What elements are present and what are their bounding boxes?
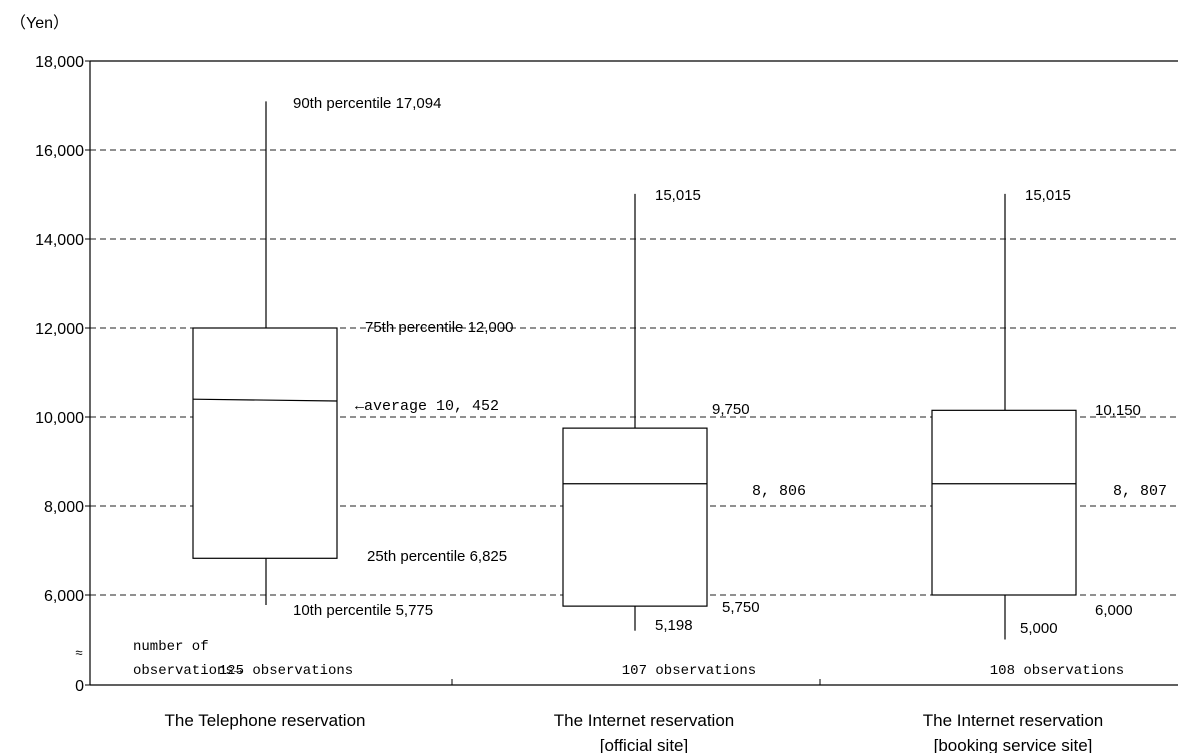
mean-label: 8, 806 xyxy=(752,483,806,500)
axes: ≈ xyxy=(75,60,1178,686)
box-1: 90th percentile 17,094 75th percentile 12… xyxy=(192,95,513,619)
p25-label: 5,750 xyxy=(722,599,760,616)
box-rect xyxy=(192,327,338,559)
observations-prefix-line1: number of xyxy=(133,639,209,655)
y-tick-label: 6,000 xyxy=(44,588,84,605)
y-tick-labels: 0 6,000 8,000 10,000 12,000 14,000 16,000 18,00… xyxy=(35,54,84,695)
p90-label: 15,015 xyxy=(1025,187,1071,204)
y-axis-unit-label: （Yen） xyxy=(10,14,69,32)
y-tick-label: 12,000 xyxy=(35,321,84,338)
p75-label: 9,750 xyxy=(712,401,750,418)
p10-label: 5,198 xyxy=(655,617,693,634)
y-tick-label: 16,000 xyxy=(35,143,84,160)
y-tick-label: 10,000 xyxy=(35,410,84,427)
observation-counts: 125 observations 107 observations 108 obse… xyxy=(133,639,1124,679)
mean-label: ←average 10, 452 xyxy=(355,398,499,415)
observation-count: 107 observations xyxy=(622,663,756,679)
p75-label: 10,150 xyxy=(1095,402,1141,419)
y-tick-label: 14,000 xyxy=(35,232,84,249)
box-2: 15,015 9,750 8, 806 5,750 5,198 xyxy=(562,187,806,634)
observation-count: 108 observations xyxy=(990,663,1124,679)
average-line xyxy=(192,398,338,402)
box-rect xyxy=(931,409,1077,596)
x-category-label: The Internet reservation xyxy=(554,711,734,730)
y-tick-label: 8,000 xyxy=(44,499,84,516)
x-category-label: The Telephone reservation xyxy=(165,711,366,730)
x-category-labels: The Telephone reservation The Internet re… xyxy=(165,711,1104,753)
p10-label: 10th percentile 5,775 xyxy=(293,602,433,619)
x-category-label: [booking service site] xyxy=(934,736,1093,753)
y-tick-label: 0 xyxy=(75,678,84,695)
boxes: 90th percentile 17,094 75th percentile 12… xyxy=(192,95,1167,640)
mean-label: 8, 807 xyxy=(1113,483,1167,500)
box-3: 15,015 10,150 8, 807 6,000 5,000 xyxy=(931,187,1167,640)
axis-break-symbol: ≈ xyxy=(75,645,82,660)
observations-prefix-line2: observations→ xyxy=(133,663,243,679)
x-category-label: The Internet reservation xyxy=(923,711,1103,730)
observation-count: 125 observations xyxy=(219,663,353,679)
y-tick-label: 18,000 xyxy=(35,54,84,71)
p25-label: 6,000 xyxy=(1095,602,1133,619)
p10-label: 5,000 xyxy=(1020,620,1058,637)
p25-label: 25th percentile 6,825 xyxy=(367,548,507,565)
p90-label: 90th percentile 17,094 xyxy=(293,95,441,112)
x-category-label: [official site] xyxy=(600,736,689,753)
p90-label: 15,015 xyxy=(655,187,701,204)
p75-label: 75th percentile 12,000 xyxy=(365,319,513,336)
box-rect xyxy=(562,427,708,607)
